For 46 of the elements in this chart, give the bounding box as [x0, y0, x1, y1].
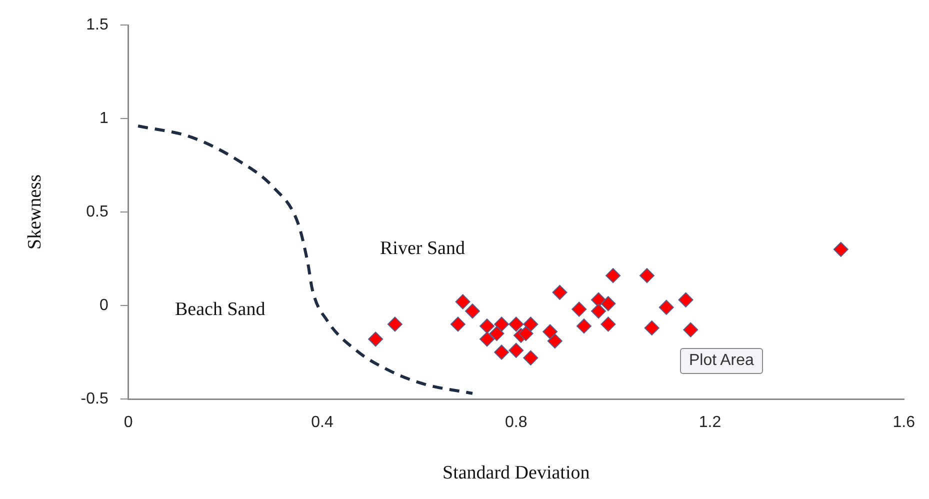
point [387, 316, 402, 332]
point [576, 318, 592, 334]
point [480, 318, 495, 334]
point [523, 350, 538, 366]
point [508, 342, 524, 358]
x-tick-label: 1.2 [698, 414, 722, 432]
x-tick-label: 0.4 [311, 414, 334, 432]
point [606, 268, 621, 284]
y-tick-label: -0.5 [80, 390, 108, 408]
point [639, 268, 654, 284]
point [572, 302, 587, 317]
point [455, 294, 470, 310]
point [368, 332, 384, 347]
point [518, 326, 534, 342]
point [644, 320, 660, 336]
point [683, 322, 698, 338]
y-axis-title: Skewness [24, 174, 46, 250]
x-tick-label: 0 [124, 414, 133, 432]
x-tick-label: 1.6 [892, 414, 916, 432]
x-axis-title: Standard Deviation [442, 462, 590, 484]
point [600, 296, 616, 312]
y-tick-label: 1.5 [86, 16, 108, 34]
point [489, 326, 504, 342]
point [678, 292, 694, 308]
point [523, 316, 538, 332]
point [591, 304, 606, 319]
point [480, 332, 495, 347]
x-tick-label: 0.8 [505, 414, 528, 432]
point [552, 284, 568, 300]
y-tick-label: 0 [99, 296, 108, 314]
point [465, 304, 480, 319]
tooltip-box: Plot Area [680, 348, 763, 374]
point [547, 334, 562, 349]
line-series [136, 124, 474, 395]
point [600, 316, 616, 332]
y-tick-label: 0.5 [86, 203, 108, 220]
point [658, 300, 674, 315]
point [494, 316, 510, 332]
y-tick-label: 1 [99, 110, 108, 127]
annotation: River Sand [380, 238, 465, 260]
point [833, 242, 848, 257]
point [450, 316, 466, 332]
point [494, 344, 510, 360]
annotation: Beach Sand [175, 299, 266, 321]
point [508, 316, 524, 332]
point [542, 324, 558, 340]
